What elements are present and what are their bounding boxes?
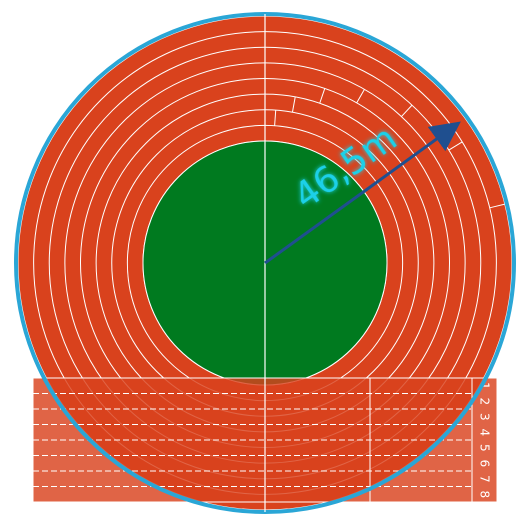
stagger-mark	[489, 203, 505, 209]
lane-number: 6	[478, 459, 492, 467]
stagger-mark	[319, 88, 326, 104]
lane-number: 8	[478, 490, 492, 498]
stagger-mark	[274, 110, 277, 126]
radius-arrow	[264, 121, 461, 265]
lane-number: 1	[478, 382, 492, 390]
lane-number: 5	[478, 444, 492, 452]
lane-number: 3	[478, 413, 492, 421]
lane-number: 2	[478, 397, 492, 405]
stagger-mark	[291, 96, 296, 113]
lane-number: 7	[478, 475, 492, 483]
stagger-mark	[356, 89, 365, 104]
lane-number: 4	[478, 428, 492, 436]
stagger-mark	[401, 104, 413, 117]
